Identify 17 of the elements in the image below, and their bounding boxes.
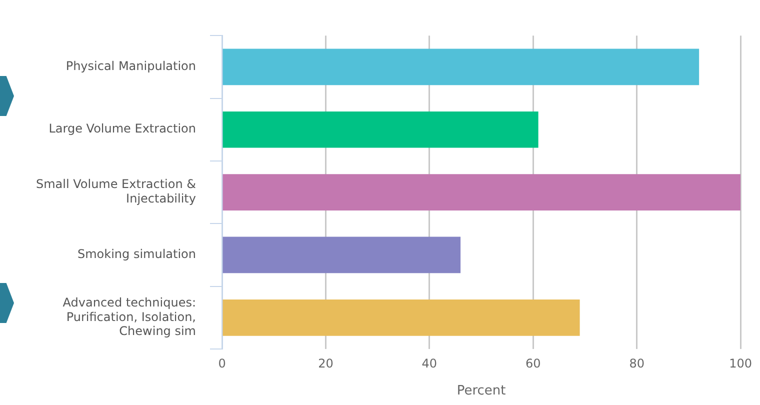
bar [222,236,461,274]
x-tick-label: 80 [629,356,644,370]
y-tick-label: Smoking simulation [77,247,196,262]
bar [222,111,538,148]
x-axis-title: Percent [456,384,506,399]
bar [222,48,700,86]
y-tick-label: Small Volume Extraction & Injectability [36,177,196,206]
y-tick-label: Advanced techniques: Purification, Isolation, Chewing sim [62,295,196,338]
x-tick-label: 40 [422,356,438,370]
x-tick-label: 0 [218,356,226,370]
bar [222,299,580,336]
x-tick-label: 60 [525,356,541,370]
x-tick-label: 100 [729,356,752,370]
y-tick-label: Physical Manipulation [66,59,196,74]
bar [222,174,741,210]
y-tick-label: Large Volume Extraction [48,122,196,136]
x-tick-label: 20 [318,356,334,370]
